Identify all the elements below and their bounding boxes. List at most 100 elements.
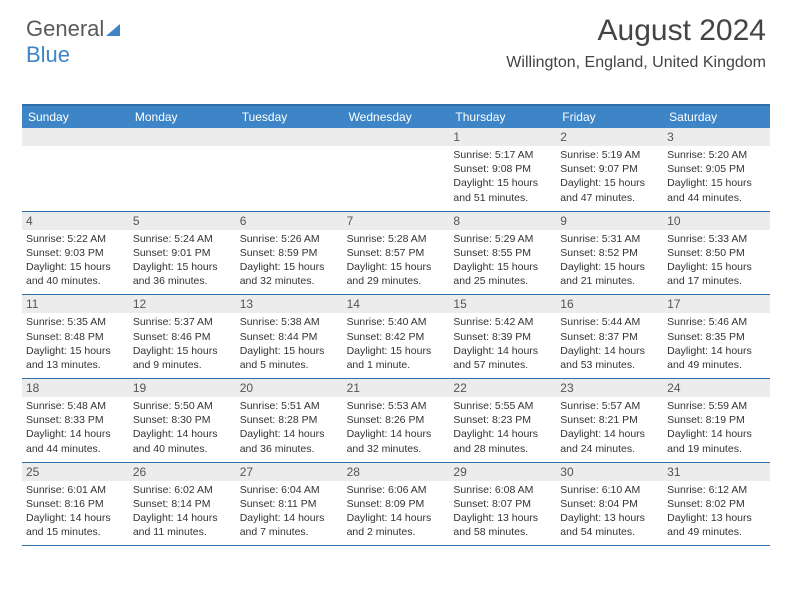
daylight-text: Daylight: 14 hours and 53 minutes.: [560, 344, 659, 372]
day-info: Sunrise: 5:50 AMSunset: 8:30 PMDaylight:…: [133, 399, 232, 456]
calendar-cell: 9Sunrise: 5:31 AMSunset: 8:52 PMDaylight…: [556, 212, 663, 295]
day-number: 2: [556, 128, 663, 146]
calendar-cell: [343, 128, 450, 211]
day-info: Sunrise: 5:19 AMSunset: 9:07 PMDaylight:…: [560, 148, 659, 205]
calendar-cell: 21Sunrise: 5:53 AMSunset: 8:26 PMDayligh…: [343, 379, 450, 462]
sunrise-text: Sunrise: 6:01 AM: [26, 483, 125, 497]
calendar-cell: 25Sunrise: 6:01 AMSunset: 8:16 PMDayligh…: [22, 463, 129, 546]
sunrise-text: Sunrise: 5:29 AM: [453, 232, 552, 246]
day-info: Sunrise: 5:51 AMSunset: 8:28 PMDaylight:…: [240, 399, 339, 456]
sunrise-text: Sunrise: 5:33 AM: [667, 232, 766, 246]
day-number: 12: [129, 295, 236, 313]
day-info: Sunrise: 5:33 AMSunset: 8:50 PMDaylight:…: [667, 232, 766, 289]
day-info: Sunrise: 6:08 AMSunset: 8:07 PMDaylight:…: [453, 483, 552, 540]
day-header-row: Sunday Monday Tuesday Wednesday Thursday…: [22, 106, 770, 128]
day-info: Sunrise: 5:31 AMSunset: 8:52 PMDaylight:…: [560, 232, 659, 289]
daylight-text: Daylight: 15 hours and 25 minutes.: [453, 260, 552, 288]
sunset-text: Sunset: 8:04 PM: [560, 497, 659, 511]
day-info: Sunrise: 5:44 AMSunset: 8:37 PMDaylight:…: [560, 315, 659, 372]
daylight-text: Daylight: 14 hours and 40 minutes.: [133, 427, 232, 455]
day-header-fri: Friday: [556, 106, 663, 128]
calendar-cell: 26Sunrise: 6:02 AMSunset: 8:14 PMDayligh…: [129, 463, 236, 546]
sunset-text: Sunset: 8:30 PM: [133, 413, 232, 427]
sunset-text: Sunset: 8:59 PM: [240, 246, 339, 260]
sunset-text: Sunset: 8:48 PM: [26, 330, 125, 344]
calendar-cell: 1Sunrise: 5:17 AMSunset: 9:08 PMDaylight…: [449, 128, 556, 211]
calendar-cell: 4Sunrise: 5:22 AMSunset: 9:03 PMDaylight…: [22, 212, 129, 295]
day-number: 24: [663, 379, 770, 397]
day-info: Sunrise: 5:38 AMSunset: 8:44 PMDaylight:…: [240, 315, 339, 372]
day-info: Sunrise: 5:40 AMSunset: 8:42 PMDaylight:…: [347, 315, 446, 372]
calendar: Sunday Monday Tuesday Wednesday Thursday…: [22, 104, 770, 546]
daylight-text: Daylight: 13 hours and 54 minutes.: [560, 511, 659, 539]
calendar-cell: 12 Sunrise: 5:37 AMSunset: 8:46 PMDayligh…: [129, 295, 236, 378]
day-number: 20: [236, 379, 343, 397]
day-number: 26: [129, 463, 236, 481]
daylight-text: Daylight: 15 hours and 32 minutes.: [240, 260, 339, 288]
day-info: Sunrise: 5:53 AMSunset: 8:26 PMDaylight:…: [347, 399, 446, 456]
day-info: Sunrise: 5:59 AMSunset: 8:19 PMDaylight:…: [667, 399, 766, 456]
calendar-cell: 14Sunrise: 5:40 AMSunset: 8:42 PMDayligh…: [343, 295, 450, 378]
calendar-cell: 18Sunrise: 5:48 AMSunset: 8:33 PMDayligh…: [22, 379, 129, 462]
logo-triangle-icon: [106, 24, 120, 36]
calendar-cell: 23Sunrise: 5:57 AMSunset: 8:21 PMDayligh…: [556, 379, 663, 462]
day-number: 17: [663, 295, 770, 313]
calendar-cell: 24 Sunrise: 5:59 AMSunset: 8:19 PMDayligh…: [663, 379, 770, 462]
daylight-text: Daylight: 14 hours and 11 minutes.: [133, 511, 232, 539]
location-subtitle: Willington, England, United Kingdom: [506, 54, 766, 72]
sunrise-text: Sunrise: 5:17 AM: [453, 148, 552, 162]
calendar-cell: 8Sunrise: 5:29 AMSunset: 8:55 PMDaylight…: [449, 212, 556, 295]
day-info: Sunrise: 6:04 AMSunset: 8:11 PMDaylight:…: [240, 483, 339, 540]
week-row: 25Sunrise: 6:01 AMSunset: 8:16 PMDayligh…: [22, 463, 770, 547]
daylight-text: Daylight: 14 hours and 57 minutes.: [453, 344, 552, 372]
calendar-cell: 22Sunrise: 5:55 AMSunset: 8:23 PMDayligh…: [449, 379, 556, 462]
sunrise-text: Sunrise: 5:38 AM: [240, 315, 339, 329]
day-number: 3: [663, 128, 770, 146]
daylight-text: Daylight: 14 hours and 19 minutes.: [667, 427, 766, 455]
sunset-text: Sunset: 9:08 PM: [453, 162, 552, 176]
day-header-sat: Saturday: [663, 106, 770, 128]
day-info: Sunrise: 5:46 AMSunset: 8:35 PMDaylight:…: [667, 315, 766, 372]
sunrise-text: Sunrise: 5:51 AM: [240, 399, 339, 413]
daylight-text: Daylight: 15 hours and 13 minutes.: [26, 344, 125, 372]
daylight-text: Daylight: 14 hours and 15 minutes.: [26, 511, 125, 539]
sunset-text: Sunset: 8:55 PM: [453, 246, 552, 260]
day-number: 30: [556, 463, 663, 481]
day-number: 11: [22, 295, 129, 313]
sunset-text: Sunset: 8:33 PM: [26, 413, 125, 427]
daylight-text: Daylight: 14 hours and 28 minutes.: [453, 427, 552, 455]
day-number: 16: [556, 295, 663, 313]
daylight-text: Daylight: 14 hours and 24 minutes.: [560, 427, 659, 455]
day-info: Sunrise: 5:20 AMSunset: 9:05 PMDaylight:…: [667, 148, 766, 205]
day-header-sun: Sunday: [22, 106, 129, 128]
sunset-text: Sunset: 8:46 PM: [133, 330, 232, 344]
sunrise-text: Sunrise: 5:37 AM: [133, 315, 232, 329]
daylight-text: Daylight: 15 hours and 21 minutes.: [560, 260, 659, 288]
day-info: Sunrise: 5:28 AMSunset: 8:57 PMDaylight:…: [347, 232, 446, 289]
day-number: [22, 128, 129, 146]
day-info: Sunrise: 6:06 AMSunset: 8:09 PMDaylight:…: [347, 483, 446, 540]
day-number: 19: [129, 379, 236, 397]
sunset-text: Sunset: 8:19 PM: [667, 413, 766, 427]
sunrise-text: Sunrise: 5:28 AM: [347, 232, 446, 246]
week-row: 4Sunrise: 5:22 AMSunset: 9:03 PMDaylight…: [22, 212, 770, 296]
day-info: Sunrise: 5:26 AMSunset: 8:59 PMDaylight:…: [240, 232, 339, 289]
sunrise-text: Sunrise: 5:40 AM: [347, 315, 446, 329]
sunrise-text: Sunrise: 6:06 AM: [347, 483, 446, 497]
day-number: 23: [556, 379, 663, 397]
sunset-text: Sunset: 8:02 PM: [667, 497, 766, 511]
daylight-text: Daylight: 14 hours and 36 minutes.: [240, 427, 339, 455]
daylight-text: Daylight: 15 hours and 36 minutes.: [133, 260, 232, 288]
sunrise-text: Sunrise: 5:35 AM: [26, 315, 125, 329]
header: General Blue August 2024 Willington, Eng…: [0, 0, 792, 80]
day-info: Sunrise: 5:22 AMSunset: 9:03 PMDaylight:…: [26, 232, 125, 289]
daylight-text: Daylight: 15 hours and 51 minutes.: [453, 176, 552, 204]
daylight-text: Daylight: 14 hours and 44 minutes.: [26, 427, 125, 455]
day-number: 22: [449, 379, 556, 397]
calendar-cell: 5Sunrise: 5:24 AMSunset: 9:01 PMDaylight…: [129, 212, 236, 295]
day-info: Sunrise: 6:12 AMSunset: 8:02 PMDaylight:…: [667, 483, 766, 540]
day-number: 5: [129, 212, 236, 230]
daylight-text: Daylight: 15 hours and 44 minutes.: [667, 176, 766, 204]
day-info: Sunrise: 5:37 AMSunset: 8:46 PMDaylight:…: [133, 315, 232, 372]
day-number: 7: [343, 212, 450, 230]
